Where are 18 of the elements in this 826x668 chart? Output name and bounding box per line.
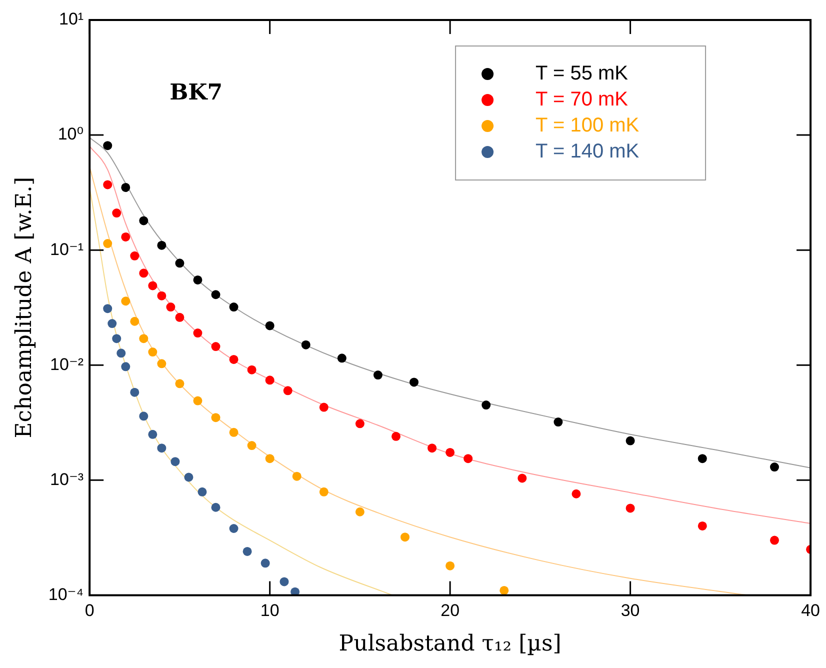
- y-tick-label: 10¹: [59, 10, 84, 29]
- legend-label: T = 70 mK: [536, 88, 629, 111]
- y-axis-title: Echoamplitude A [w.E.]: [12, 176, 37, 438]
- legend-label: T = 100 mK: [536, 114, 640, 137]
- x-tick-label: 30: [620, 601, 640, 620]
- y-tick-label: 10⁰: [58, 124, 84, 144]
- x-tick-label: 20: [440, 601, 460, 620]
- x-tick-label: 0: [84, 601, 94, 620]
- y-tick-label: 10⁻³: [50, 470, 84, 489]
- x-tick-label: 40: [801, 601, 820, 620]
- x-axis-title: Pulsabstand τ₁₂ [µs]: [338, 632, 562, 657]
- legend-label: T = 55 mK: [536, 62, 629, 85]
- legend-label: T = 140 mK: [536, 140, 640, 163]
- annotation: BK7: [170, 80, 223, 106]
- x-tick-label: 10: [260, 601, 280, 620]
- y-tick-label: 10⁻¹: [50, 240, 84, 259]
- y-tick-label: 10⁻⁴: [48, 584, 84, 604]
- y-tick-label: 10⁻²: [50, 354, 84, 374]
